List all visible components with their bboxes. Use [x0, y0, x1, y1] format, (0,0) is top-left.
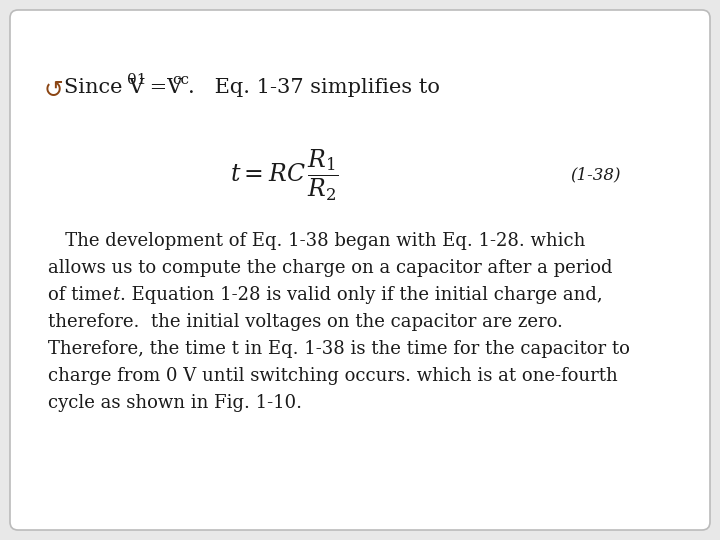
Text: The development of Eq. 1-38 began with Eq. 1-28. which: The development of Eq. 1-38 began with E… — [48, 232, 585, 250]
Text: $t = RC\,\dfrac{R_1}{R_2}$: $t = RC\,\dfrac{R_1}{R_2}$ — [230, 147, 339, 202]
Text: .   Eq. 1-37 simplifies to: . Eq. 1-37 simplifies to — [188, 78, 440, 97]
FancyBboxPatch shape — [10, 10, 710, 530]
Text: =V: =V — [143, 78, 182, 97]
Text: therefore.  the initial voltages on the capacitor are zero.: therefore. the initial voltages on the c… — [48, 313, 563, 331]
Text: allows us to compute the charge on a capacitor after a period: allows us to compute the charge on a cap… — [48, 259, 613, 277]
Text: . Equation 1-28 is valid only if the initial charge and,: . Equation 1-28 is valid only if the ini… — [120, 286, 603, 304]
Text: Since V: Since V — [64, 78, 144, 97]
Text: of time: of time — [48, 286, 118, 304]
Text: cc: cc — [172, 73, 189, 87]
Text: charge from 0 V until switching occurs. which is at one-fourth: charge from 0 V until switching occurs. … — [48, 367, 618, 385]
Text: ↺: ↺ — [44, 78, 64, 102]
Text: cycle as shown in Fig. 1-10.: cycle as shown in Fig. 1-10. — [48, 394, 302, 412]
Text: (1-38): (1-38) — [570, 166, 621, 184]
Text: Therefore, the time t in Eq. 1-38 is the time for the capacitor to: Therefore, the time t in Eq. 1-38 is the… — [48, 340, 630, 358]
Text: t: t — [112, 286, 120, 304]
Text: 01: 01 — [127, 73, 146, 87]
